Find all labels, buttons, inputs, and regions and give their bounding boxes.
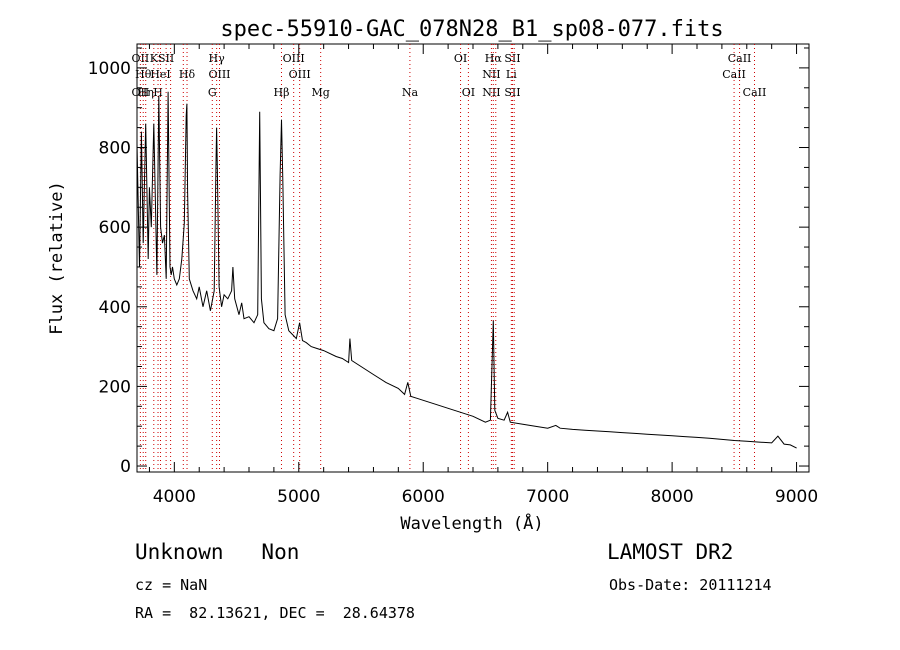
- classification-text: Unknown Non: [135, 540, 300, 564]
- survey-name: LAMOST DR2: [607, 540, 734, 564]
- y-tick-label: 0: [120, 457, 131, 477]
- coordinates-text: RA = 82.13621, DEC = 28.64378: [135, 604, 415, 622]
- line-marker-label: OIII: [208, 68, 230, 81]
- x-axis-label: Wavelength (Å): [400, 512, 543, 534]
- line-marker-label: CaII: [722, 68, 746, 81]
- x-tick-label: 7000: [526, 487, 569, 507]
- x-tick-label: 4000: [153, 487, 196, 507]
- line-marker-label: Hη: [138, 86, 154, 99]
- line-marker-label: Hα: [485, 52, 503, 65]
- spectrum-line: [136, 91, 797, 449]
- line-marker-label: G: [208, 86, 217, 99]
- line-marker-label: OI: [462, 86, 475, 99]
- line-marker-label: NII: [482, 86, 500, 99]
- line-marker-label: Na: [402, 86, 419, 99]
- line-marker-label: SII: [158, 52, 174, 65]
- chart-title: spec-55910-GAC_078N28_B1_sp08-077.fits: [220, 17, 723, 42]
- y-tick-label: 800: [99, 139, 131, 159]
- x-tick-label: 9000: [775, 487, 818, 507]
- line-marker-label: H: [153, 86, 163, 99]
- line-marker-label: SII: [504, 52, 520, 65]
- line-marker-label: CaII: [728, 52, 752, 65]
- y-tick-label: 200: [99, 377, 131, 397]
- y-tick-label: 400: [99, 298, 131, 318]
- y-tick-label: 600: [99, 218, 131, 238]
- line-marker-label: CaII: [743, 86, 767, 99]
- line-marker-label: SII: [504, 86, 520, 99]
- y-axis-label: Flux (relative): [47, 181, 67, 335]
- x-tick-label: 6000: [402, 487, 445, 507]
- line-marker-label: K: [150, 52, 159, 65]
- line-marker-label: OII: [132, 86, 150, 99]
- line-marker-label: Li: [506, 68, 517, 81]
- axis-ticks: 4000 5000 6000 7000 8000 9000 0 200 400 600 800 100…: [88, 44, 818, 507]
- line-marker-label: Hδ: [179, 68, 196, 81]
- x-tick-label: 8000: [650, 487, 693, 507]
- observation-date: Obs-Date: 20111214: [609, 576, 772, 594]
- line-marker-label: OI: [454, 52, 467, 65]
- redshift-text: cz = NaN: [135, 576, 208, 594]
- line-marker-label: OIII: [289, 68, 311, 81]
- line-marker-label: OII: [132, 52, 150, 65]
- plot-frame: [136, 43, 810, 473]
- line-marker-label: Hβ: [274, 86, 290, 99]
- y-tick-label: 1000: [88, 59, 131, 79]
- line-marker-label: Hθ: [135, 68, 152, 81]
- x-tick-label: 5000: [277, 487, 320, 507]
- line-marker-label: NII: [482, 68, 500, 81]
- line-marker-label: OIII: [283, 52, 305, 65]
- line-marker-label: HeI: [150, 68, 170, 81]
- line-marker-label: Hγ: [209, 52, 226, 65]
- line-marker-label: Mg: [312, 86, 330, 99]
